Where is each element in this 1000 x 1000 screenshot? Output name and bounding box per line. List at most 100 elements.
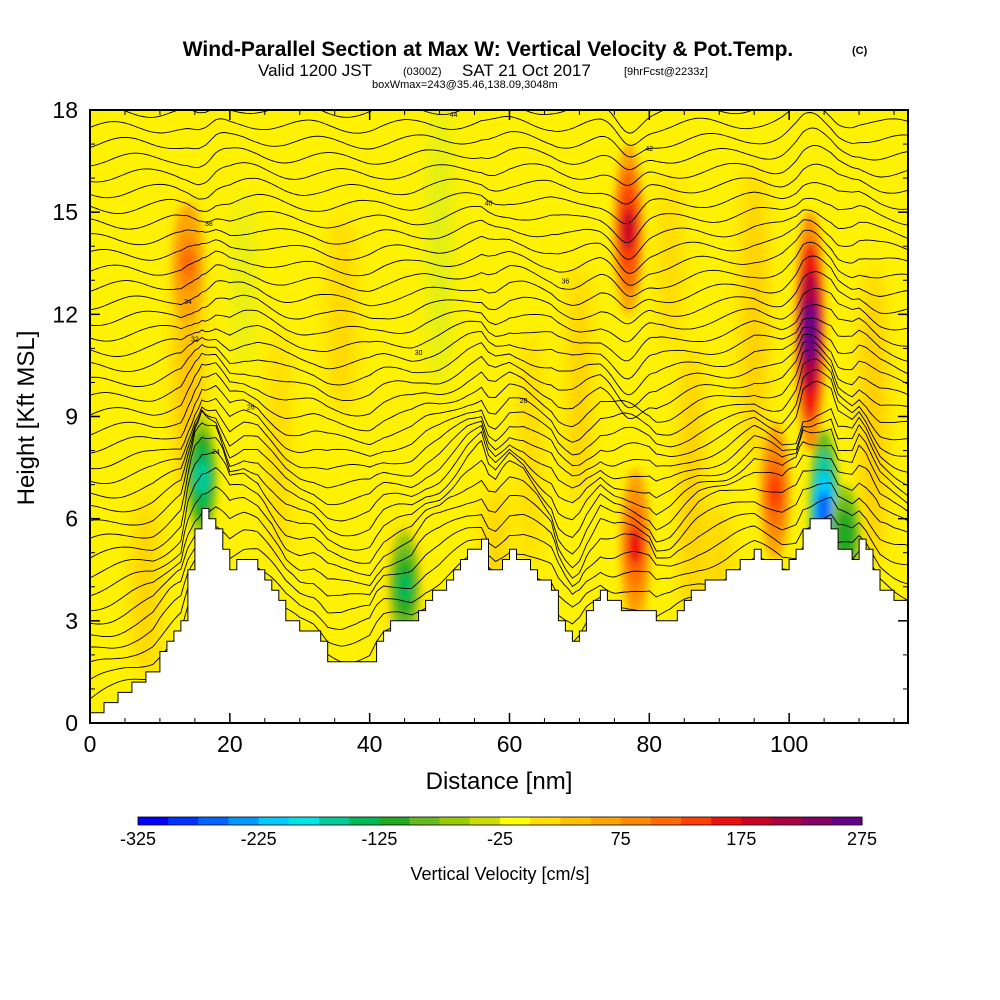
colorbar-swatch [138, 817, 169, 825]
colorbar-tick-label: 75 [611, 829, 631, 849]
colorbar-swatch [319, 817, 350, 825]
colorbar-swatch [409, 817, 441, 825]
colorbar-swatch [650, 817, 682, 825]
x-tick-label: 20 [217, 731, 243, 757]
isentrope-line [90, 409, 908, 513]
isentrope-line [90, 333, 908, 409]
velocity-patch [681, 344, 702, 625]
isentrope-line [90, 271, 908, 327]
colorbar-swatch [258, 817, 290, 825]
colorbar-swatch [469, 817, 501, 825]
velocity-core-level [397, 572, 413, 601]
colorbar-swatch [741, 817, 772, 825]
isentrope-line [90, 326, 908, 396]
x-tick-label: 40 [357, 731, 383, 757]
isentrope-line [90, 197, 908, 244]
isentrope-line [90, 163, 908, 205]
colorbar: -325 -225 -125 -25 75 175 275 [120, 816, 877, 849]
isentrope-line [90, 482, 908, 597]
valid-time-prefix: Valid 1200 JST [258, 61, 372, 80]
colorbar-tick-label: 275 [847, 829, 877, 849]
isentrope-line [90, 369, 908, 470]
colorbar-swatch [590, 817, 622, 825]
valid-date: SAT 21 Oct 2017 [462, 61, 591, 80]
colorbar-swatch [288, 817, 320, 825]
isentrope-line [90, 182, 908, 225]
colorbar-swatch [711, 817, 742, 825]
colorbar-swatch [228, 817, 260, 825]
velocity-patch [131, 496, 160, 677]
velocity-core [172, 203, 203, 323]
forecast-info: [9hrFcst@2233z] [624, 66, 708, 78]
isentrope-line [90, 110, 908, 146]
terrain-mask [90, 508, 908, 723]
colorbar-swatch [439, 817, 471, 825]
box-max-info: boxWmax=243@35.46,138.09,3048m [372, 79, 558, 91]
copyright-mark: (C) [852, 45, 868, 57]
colorbar-swatch [379, 817, 410, 825]
isentrope-line [90, 127, 908, 171]
x-tick-label: 80 [637, 731, 663, 757]
velocity-core-level [620, 207, 636, 251]
isentrope-line [90, 513, 908, 625]
isentrope-line [90, 304, 908, 362]
x-tick-label: 60 [497, 731, 523, 757]
colorbar-swatch [831, 817, 863, 825]
isentrope-line [90, 349, 908, 436]
isentrope-line [90, 358, 908, 454]
y-tick-label: 6 [65, 506, 78, 532]
isentrope-line [90, 450, 908, 559]
colorbar-tick-label: -225 [241, 829, 277, 849]
velocity-core [760, 423, 791, 560]
y-tick-label: 9 [65, 404, 78, 430]
velocity-patch [742, 164, 767, 465]
isentrope-line [90, 287, 908, 343]
isentrope-line [90, 340, 908, 420]
colorbar-swatch [530, 817, 561, 825]
y-tick-label: 12 [52, 301, 78, 327]
colorbar-swatch [198, 817, 229, 825]
isentrope-line [90, 496, 908, 612]
chart-title: Wind-Parallel Section at Max W: Vertical… [183, 38, 794, 61]
colorbar-swatch [500, 817, 531, 825]
y-tick-label: 18 [52, 97, 78, 123]
colorbar-tick-label: -325 [120, 829, 156, 849]
isentrope-label: 36 [562, 279, 570, 286]
velocity-patch [520, 330, 541, 571]
isentrope-line [90, 229, 908, 286]
velocity-core-level [802, 301, 818, 362]
y-tick-label: 15 [52, 199, 78, 225]
x-axis: 0 20 40 60 80 100 [84, 110, 895, 757]
isentrope-label: 40 [485, 200, 493, 207]
colorbar-swatch [168, 817, 199, 825]
colorbar-swatch [771, 817, 803, 825]
velocity-patch [427, 110, 452, 397]
isentrope-label: 34 [184, 299, 192, 306]
velocity-core-level [194, 462, 210, 494]
isentrope-label: 38 [205, 221, 213, 228]
colorbar-tick-label: -125 [361, 829, 397, 849]
isentrope-line [90, 219, 908, 274]
isentrope-label: 32 [191, 337, 199, 344]
x-tick-label: 0 [84, 731, 97, 757]
colorbar-label: Vertical Velocity [cm/s] [410, 864, 589, 884]
isentrope-line [90, 209, 908, 260]
colorbar-swatch [349, 817, 380, 825]
colorbar-swatch [560, 817, 591, 825]
isentrope-line [90, 380, 908, 485]
colorbar-swatch [801, 817, 833, 825]
valid-time-utc: (0300Z) [403, 66, 442, 78]
isentrope-line [90, 112, 908, 158]
isentrope-line [90, 317, 908, 380]
y-tick-label: 0 [65, 710, 78, 736]
isentrope-label: 26 [247, 405, 255, 412]
velocity-patch [569, 262, 590, 503]
isentrope-label: 44 [450, 112, 458, 119]
colorbar-tick-label: 175 [726, 829, 756, 849]
isentrope-line [90, 255, 908, 311]
isentrope-line [90, 422, 908, 526]
colorbar-tick-label: -25 [487, 829, 513, 849]
y-tick-label: 3 [65, 608, 78, 634]
